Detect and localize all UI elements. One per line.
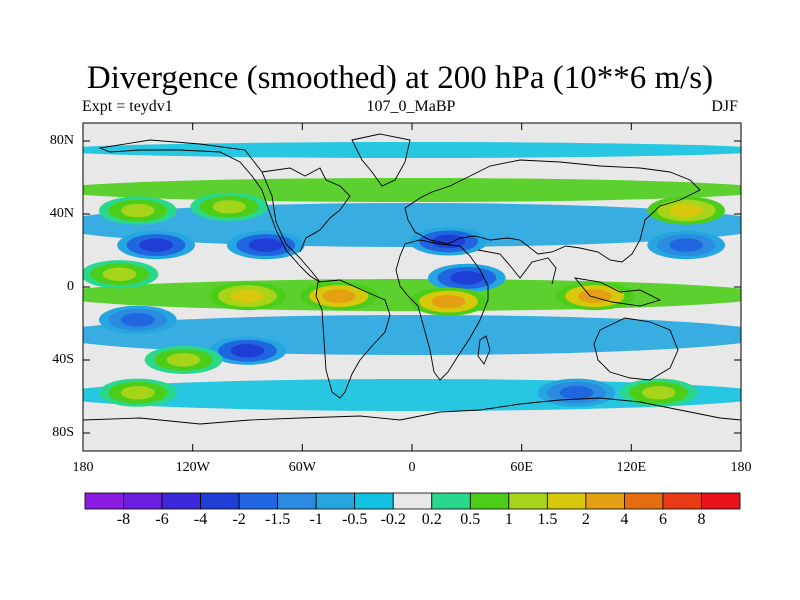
colorbar-swatch-0	[84, 492, 124, 510]
colorbar-swatch-10	[469, 492, 510, 510]
lon-label-120e: 120E	[616, 460, 647, 475]
field-feature-8-level-2	[102, 267, 137, 281]
field-feature-14-level-2	[230, 344, 265, 358]
field-feature-0-level-2	[139, 238, 173, 252]
divergence-field	[83, 123, 741, 451]
lat-label-80n: 80N	[49, 133, 74, 148]
lon-label-60e: 60E	[510, 460, 533, 475]
lon-label-0: 0	[408, 460, 416, 475]
field-feature-6-level-2	[121, 203, 155, 218]
colorbar-label: 8	[697, 511, 706, 528]
field-feature-1-level-2	[248, 238, 283, 252]
colorbar	[84, 492, 741, 510]
colorbar-swatch-3	[200, 492, 240, 510]
axis-ticks	[83, 123, 741, 451]
field-feature-5-level-2	[212, 200, 247, 214]
field-feature-4-level-2	[669, 238, 703, 252]
field-band-3	[83, 178, 741, 202]
coast-arabia-india	[477, 249, 557, 285]
field-feature-13-level-2	[121, 313, 155, 327]
lat-label-0: 0	[67, 279, 74, 294]
coast-greenland	[351, 133, 411, 187]
colorbar-label: -1.5	[264, 511, 291, 528]
lon-label-60w: 60W	[288, 460, 316, 475]
lon-label-180e: 180	[730, 460, 752, 475]
field-feature-12-level-2	[322, 289, 356, 303]
field-feature-10-level-2	[431, 294, 466, 309]
colorbar-label: -2	[232, 511, 246, 528]
lat-label-40s: 40S	[52, 352, 74, 367]
coastlines	[83, 133, 741, 425]
colorbar-label: 6	[658, 511, 667, 528]
field-feature-17-level-2	[641, 385, 676, 400]
period-label: 107_0_MaBP	[366, 98, 456, 115]
colorbar-label: 0.2	[421, 511, 442, 528]
colorbar-swatch-9	[431, 492, 471, 510]
colorbar-swatch-16	[701, 492, 741, 510]
colorbar-label: 1.5	[537, 511, 558, 528]
field-feature-7-level-2	[669, 203, 703, 218]
field-feature-3-level-2	[450, 271, 484, 285]
colorbar-swatch-11	[508, 492, 548, 510]
coast-se-asia	[573, 277, 662, 307]
colorbar-label: -4	[193, 511, 208, 528]
field-feature-11-level-2	[230, 289, 265, 303]
season-label: DJF	[711, 98, 738, 115]
colorbar-label: -0.5	[342, 511, 368, 528]
field-band-4	[83, 142, 741, 158]
lat-label-40n: 40N	[49, 206, 74, 221]
colorbar-label: -6	[155, 511, 169, 528]
field-feature-16-level-2	[121, 385, 155, 400]
colorbar-swatch-12	[546, 492, 587, 510]
colorbar-swatch-2	[161, 492, 201, 510]
coast-africa	[395, 239, 489, 381]
colorbar-swatch-14	[624, 492, 664, 510]
colorbar-swatch-15	[662, 492, 702, 510]
lon-label-120w: 120W	[175, 460, 210, 475]
colorbar-label: 2	[581, 511, 590, 528]
colorbar-label: -0.2	[380, 511, 406, 528]
coast-australia	[593, 317, 679, 381]
colorbar-label: 0.5	[460, 511, 481, 528]
coast-south-america	[315, 279, 391, 399]
coast-antarctica	[83, 397, 741, 425]
coast-eurasia	[404, 159, 701, 263]
colorbar-label: 1	[504, 511, 513, 528]
lon-label-180w: 180	[72, 460, 94, 475]
colorbar-label: -1	[309, 511, 323, 528]
coast-north-america-east	[261, 167, 351, 253]
plot-title: Divergence (smoothed) at 200 hPa (10**6 …	[86, 60, 714, 96]
colorbar-swatch-7	[354, 492, 394, 510]
experiment-label: Expt = teydv1	[82, 98, 173, 115]
colorbar-label: -8	[116, 511, 131, 528]
colorbar-label: 4	[620, 511, 629, 528]
colorbar-swatch-13	[585, 492, 625, 510]
coast-north-america	[98, 139, 321, 283]
coast-madagascar	[477, 335, 491, 365]
colorbar-swatch-6	[315, 492, 356, 510]
field-feature-18-level-2	[559, 385, 594, 400]
field-feature-2-level-2	[431, 234, 466, 249]
lat-label-80s: 80S	[52, 425, 74, 440]
colorbar-swatch-1	[123, 492, 163, 510]
colorbar-swatch-4	[238, 492, 279, 510]
colorbar-swatch-8	[392, 492, 433, 510]
colorbar-swatch-5	[277, 492, 317, 510]
field-feature-15-level-2	[166, 353, 201, 367]
